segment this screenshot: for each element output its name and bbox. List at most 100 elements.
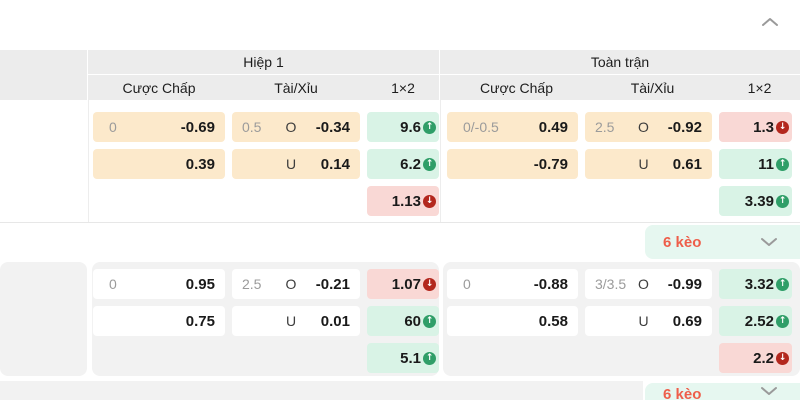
handicap-odds-cell[interactable]: 0 -0.69 [93,112,225,142]
1x2-odds-cell[interactable]: 1.3 [719,112,792,142]
over-under-odds-cell[interactable]: 3/3.5 O -0.99 [585,269,712,299]
1x2-odds-cell[interactable]: 60 [367,306,439,336]
ou-odds: -0.92 [667,118,702,136]
1x2-odds-cell[interactable]: 3.39 [719,186,792,216]
column-header-over-under: Tài/Xỉu [630,79,675,96]
over-under-odds-cell[interactable]: U 0.69 [585,306,712,336]
column-header-handicap: Cược Chấp [122,79,196,96]
odds-row: 0 -0.69 0.5 O -0.34 9.6 [88,112,440,142]
ou-odds: 0.61 [672,155,702,173]
first-half-label: Hiệp 1 [243,54,284,70]
1x2-odds-cell[interactable]: 6.2 [367,149,439,179]
ou-odds: -0.34 [315,118,350,136]
odds-row: 1.13 [88,186,440,216]
handicap-odds-cell[interactable]: 0.75 [93,306,225,336]
1x2-odds: 60 [404,312,421,330]
more-odds-count-label: 6 kèo [663,386,702,400]
1x2-odds-cell[interactable]: 2.52 [719,306,792,336]
1x2-odds-cell[interactable]: 2.2 [719,343,792,373]
collapse-section-button[interactable] [756,12,784,32]
trend-arrow-icon [776,314,789,328]
1x2-odds: 2.2 [753,349,774,367]
handicap-line: 0 [109,276,117,292]
subheader-full-match: Cược Chấp Tài/Xỉu 1×2 [440,75,800,100]
1x2-odds: 1.3 [753,118,774,136]
half-divider [440,100,441,222]
trend-arrow-icon [423,314,436,328]
more-odds-bar-background [0,381,643,400]
handicap-odds-cell[interactable]: 0 -0.88 [447,269,578,299]
handicap-odds-cell[interactable]: 0.39 [93,149,225,179]
more-odds-bar: 6 kèo [0,223,800,261]
over-under-odds-cell[interactable]: 0.5 O -0.34 [232,112,360,142]
handicap-odds: 0.75 [185,312,215,330]
more-odds-toggle[interactable]: 6 kèo [645,225,800,259]
odds-row: -0.79 U 0.61 11 [440,149,800,179]
trend-arrow-icon [423,351,436,365]
bookmaker2-full-match-odds: 0 -0.88 3/3.5 O -0.99 3.32 0.58 U 0.69 [440,262,800,380]
more-odds-toggle[interactable]: 6 kèo [645,383,800,400]
odds-row: 0 -0.88 3/3.5 O -0.99 3.32 [440,269,800,299]
1x2-odds-cell[interactable]: 3.32 [719,269,792,299]
chevron-down-icon [760,237,778,247]
over-under-odds-cell[interactable]: U 0.61 [585,149,712,179]
ou-line: 3/3.5 [595,276,627,292]
subheader-first-half: Cược Chấp Tài/Xỉu 1×2 [88,75,439,100]
1x2-odds-cell[interactable]: 5.1 [367,343,439,373]
odds-row: 0 0.95 2.5 O -0.21 1.07 [88,269,440,299]
column-divider [88,100,89,222]
over-under-odds-cell[interactable]: 2.5 O -0.92 [585,112,712,142]
column-header-handicap: Cược Chấp [479,79,554,96]
odds-row: 0/-0.5 0.49 2.5 O -0.92 1.3 [440,112,800,142]
chevron-up-icon [760,16,780,28]
1x2-odds: 1.13 [391,192,421,210]
handicap-odds-cell[interactable]: 0.58 [447,306,578,336]
bookmaker2-first-half-odds: 0 0.95 2.5 O -0.21 1.07 0.75 U 0.01 [88,262,440,380]
ou-side: O [285,276,297,292]
1x2-odds: 3.32 [744,275,774,293]
odds-row: 0.58 U 0.69 2.52 [440,306,800,336]
1x2-odds: 2.52 [744,312,774,330]
1x2-odds: 11 [758,155,774,173]
trend-arrow-icon [776,277,789,291]
1x2-odds: 3.39 [744,192,774,210]
1x2-odds-cell[interactable]: 11 [719,149,792,179]
ou-line: 2.5 [242,276,262,292]
row-label-column-header [0,50,87,100]
odds-row: 0.39 U 0.14 6.2 [88,149,440,179]
1x2-odds: 6.2 [400,155,421,173]
1x2-odds-cell[interactable]: 1.07 [367,269,439,299]
ou-odds: 0.01 [320,312,350,330]
over-under-odds-cell[interactable]: U 0.01 [232,306,360,336]
handicap-odds: -0.88 [533,275,568,293]
handicap-odds-cell[interactable]: -0.79 [447,149,578,179]
handicap-odds-cell[interactable]: 0/-0.5 0.49 [447,112,578,142]
ou-side: O [638,276,649,292]
handicap-line: 0/-0.5 [463,119,499,135]
handicap-odds-cell[interactable]: 0 0.95 [93,269,225,299]
ou-side: O [638,119,649,135]
trend-arrow-icon [776,194,789,208]
ou-odds: -0.21 [315,275,350,293]
column-header-1x2: 1×2 [747,79,772,96]
odds-row: 2.2 [440,343,800,373]
more-odds-count-label: 6 kèo [663,233,702,251]
handicap-odds: 0.95 [185,275,215,293]
ou-odds: 0.14 [320,155,350,173]
handicap-line: 0 [109,119,117,135]
bookmaker1-full-match-odds: 0/-0.5 0.49 2.5 O -0.92 1.3 -0.79 U 0.61 [440,100,800,223]
handicap-line: 0 [463,276,471,292]
handicap-odds: -0.79 [533,155,568,173]
over-under-odds-cell[interactable]: 2.5 O -0.21 [232,269,360,299]
column-header-1x2: 1×2 [391,79,415,96]
handicap-odds: 0.49 [538,118,568,136]
odds-row: 5.1 [88,343,440,373]
ou-line: 2.5 [595,119,615,135]
ou-side: U [638,313,649,329]
trend-arrow-icon [423,277,436,291]
1x2-odds-cell[interactable]: 1.13 [367,186,439,216]
1x2-odds-cell[interactable]: 9.6 [367,112,439,142]
over-under-odds-cell[interactable]: U 0.14 [232,149,360,179]
bookmaker2-label-panel [0,262,87,376]
section-divider [0,222,800,223]
